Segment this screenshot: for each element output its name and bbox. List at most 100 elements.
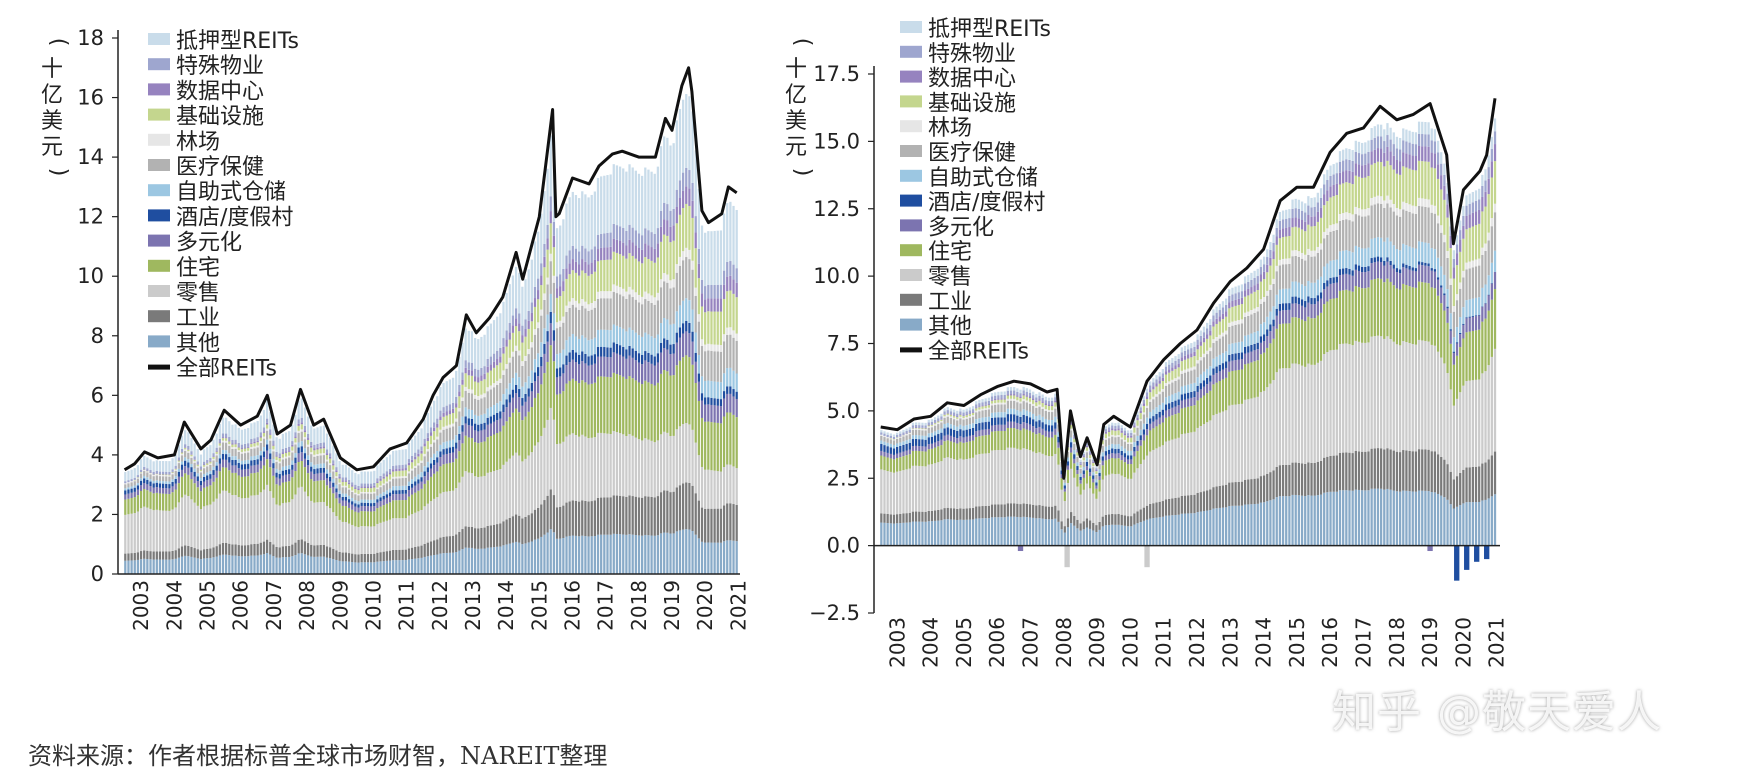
bar-segment xyxy=(666,432,669,491)
bar-segment xyxy=(555,394,559,445)
bar-segment xyxy=(574,300,578,308)
bar-segment xyxy=(622,434,625,497)
bar-segment xyxy=(618,534,622,574)
bar-segment xyxy=(559,367,562,377)
bar-segment xyxy=(199,471,203,473)
bar-segment xyxy=(502,374,505,395)
bar-segment xyxy=(215,465,218,471)
bar-segment xyxy=(426,503,429,543)
bar-segment xyxy=(401,500,404,519)
bar-segment xyxy=(329,456,332,459)
bar-segment xyxy=(483,373,486,380)
bar-segment xyxy=(1421,340,1424,450)
bar-segment xyxy=(193,476,196,484)
bar-segment xyxy=(1319,298,1323,313)
bar-segment xyxy=(1130,450,1133,456)
bar-segment xyxy=(1168,384,1171,396)
bar-segment xyxy=(322,463,325,468)
bar-segment xyxy=(1168,515,1171,546)
bar-segment xyxy=(1446,373,1449,465)
bar-segment xyxy=(609,497,612,535)
bar-segment xyxy=(606,175,609,233)
bar-segment xyxy=(984,409,987,418)
bar-segment xyxy=(306,455,310,460)
bar-segment xyxy=(310,471,313,480)
bar-segment xyxy=(1066,469,1070,483)
bar-segment xyxy=(193,471,196,477)
bar-segment xyxy=(1332,349,1335,456)
bar-segment xyxy=(1281,237,1285,259)
bar-segment xyxy=(243,545,247,557)
bar-segment xyxy=(1281,303,1285,311)
bar-segment xyxy=(212,475,215,482)
bar-segment xyxy=(1133,524,1136,546)
bar-segment xyxy=(688,170,691,189)
bar-segment xyxy=(540,356,543,367)
bar-segment xyxy=(511,389,515,398)
bar-segment xyxy=(1095,479,1098,483)
bar-segment xyxy=(527,411,530,456)
bar-segment xyxy=(237,446,240,448)
bar-segment xyxy=(1430,248,1433,269)
bar-segment xyxy=(571,245,574,260)
bar-segment xyxy=(439,387,442,411)
bar-segment xyxy=(1051,437,1054,457)
bar-segment xyxy=(527,376,530,389)
bar-segment xyxy=(968,441,972,459)
bar-segment xyxy=(625,245,628,259)
bar-segment xyxy=(971,427,975,435)
bar-segment xyxy=(250,439,253,443)
bar-segment xyxy=(1433,168,1437,206)
bar-segment xyxy=(281,557,285,574)
bar-segment xyxy=(310,425,313,442)
bar-segment xyxy=(1351,490,1354,546)
bar-segment xyxy=(1022,390,1025,394)
bar-segment xyxy=(363,526,366,554)
bar-segment xyxy=(959,414,962,415)
bar-segment xyxy=(1202,371,1206,381)
bar-segment xyxy=(1436,295,1440,352)
bar-segment xyxy=(949,414,953,417)
bar-segment xyxy=(675,365,678,430)
bar-segment xyxy=(158,476,162,481)
bar-segment xyxy=(697,321,700,356)
bar-segment xyxy=(1079,483,1082,495)
bar-segment xyxy=(678,337,682,361)
bar-segment xyxy=(218,442,221,444)
bar-segment xyxy=(1243,312,1247,317)
bar-segment xyxy=(231,439,234,444)
bar-segment xyxy=(253,544,256,556)
bar-segment xyxy=(1098,464,1101,470)
bar-segment xyxy=(218,471,221,494)
bar-segment xyxy=(212,547,215,558)
bar-segment xyxy=(716,422,719,472)
bar-segment xyxy=(634,332,637,351)
bar-segment xyxy=(1323,304,1326,355)
bar-segment xyxy=(473,528,477,549)
bar-segment xyxy=(1266,295,1269,317)
bar-segment xyxy=(587,310,590,341)
bar-segment xyxy=(1190,383,1193,392)
bar-segment xyxy=(1174,378,1177,381)
bar-segment xyxy=(1171,358,1174,363)
bar-segment xyxy=(669,288,672,325)
bar-segment xyxy=(659,226,663,242)
legend-label: 医疗保健 xyxy=(176,155,264,180)
bar-segment xyxy=(568,301,571,308)
bar-segment xyxy=(171,472,174,473)
bar-segment xyxy=(880,522,883,546)
bar-segment xyxy=(930,436,934,444)
bar-segment xyxy=(486,326,489,359)
bar-segment xyxy=(892,472,896,515)
bar-segment xyxy=(1209,347,1212,352)
bar-segment xyxy=(634,258,637,293)
bar-segment xyxy=(1174,498,1177,515)
bar-segment xyxy=(1414,206,1418,214)
bar-segment xyxy=(555,322,559,329)
bar-segment xyxy=(978,409,981,412)
bar-segment xyxy=(1357,153,1361,165)
bar-segment xyxy=(1145,405,1149,409)
bar-segment xyxy=(527,320,530,329)
bar-segment xyxy=(1123,515,1127,526)
bar-segment xyxy=(152,474,155,475)
